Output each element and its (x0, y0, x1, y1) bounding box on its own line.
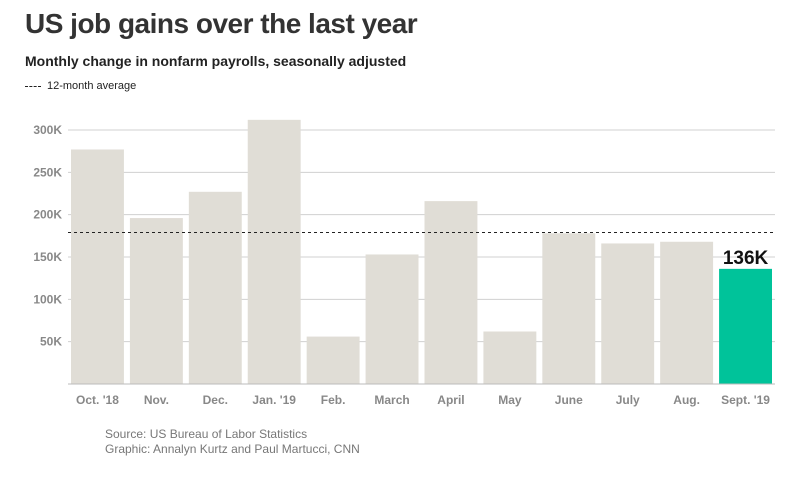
x-tick-label: Nov. (144, 393, 169, 407)
y-tick-label: 50K (40, 335, 62, 349)
bar (365, 254, 419, 384)
x-tick-label: Jan. '19 (252, 393, 296, 407)
x-tick-label: July (616, 393, 640, 407)
bar (483, 331, 537, 384)
x-tick-label: June (555, 393, 583, 407)
legend-dash-swatch (25, 85, 41, 87)
legend-label: 12-month average (47, 80, 137, 92)
bar (601, 243, 655, 384)
x-tick-label: March (374, 393, 409, 407)
x-tick-label: Aug. (673, 393, 700, 407)
x-tick-label: Sept. '19 (721, 393, 770, 407)
bar (188, 191, 242, 384)
source-line: Source: US Bureau of Labor Statistics (105, 427, 308, 441)
bar-highlighted (719, 268, 772, 384)
y-tick-label: 250K (33, 165, 62, 179)
y-tick-label: 300K (33, 123, 62, 137)
x-tick-label: Dec. (203, 393, 228, 407)
graphic-credit-line: Graphic: Annalyn Kurtz and Paul Martucci… (105, 442, 360, 456)
x-tick-label: Oct. '18 (76, 393, 119, 407)
bar (129, 218, 183, 384)
y-tick-label: 200K (33, 208, 62, 222)
bar (424, 201, 478, 384)
data-label: 136K (723, 248, 769, 269)
x-tick-label: April (437, 393, 464, 407)
source-credit: Source: US Bureau of Labor Statistics Gr… (105, 427, 360, 457)
x-tick-label: May (498, 393, 522, 407)
bar (71, 149, 124, 384)
bar (542, 233, 596, 384)
x-tick-label: Feb. (321, 393, 346, 407)
chart-subtitle: Monthly change in nonfarm payrolls, seas… (25, 53, 407, 69)
bar (247, 119, 301, 384)
y-tick-label: 100K (33, 292, 62, 306)
legend: 12-month average (25, 80, 136, 92)
bar (306, 336, 360, 384)
chart-title: US job gains over the last year (25, 8, 418, 39)
y-tick-label: 150K (33, 250, 62, 264)
bar (660, 241, 714, 384)
